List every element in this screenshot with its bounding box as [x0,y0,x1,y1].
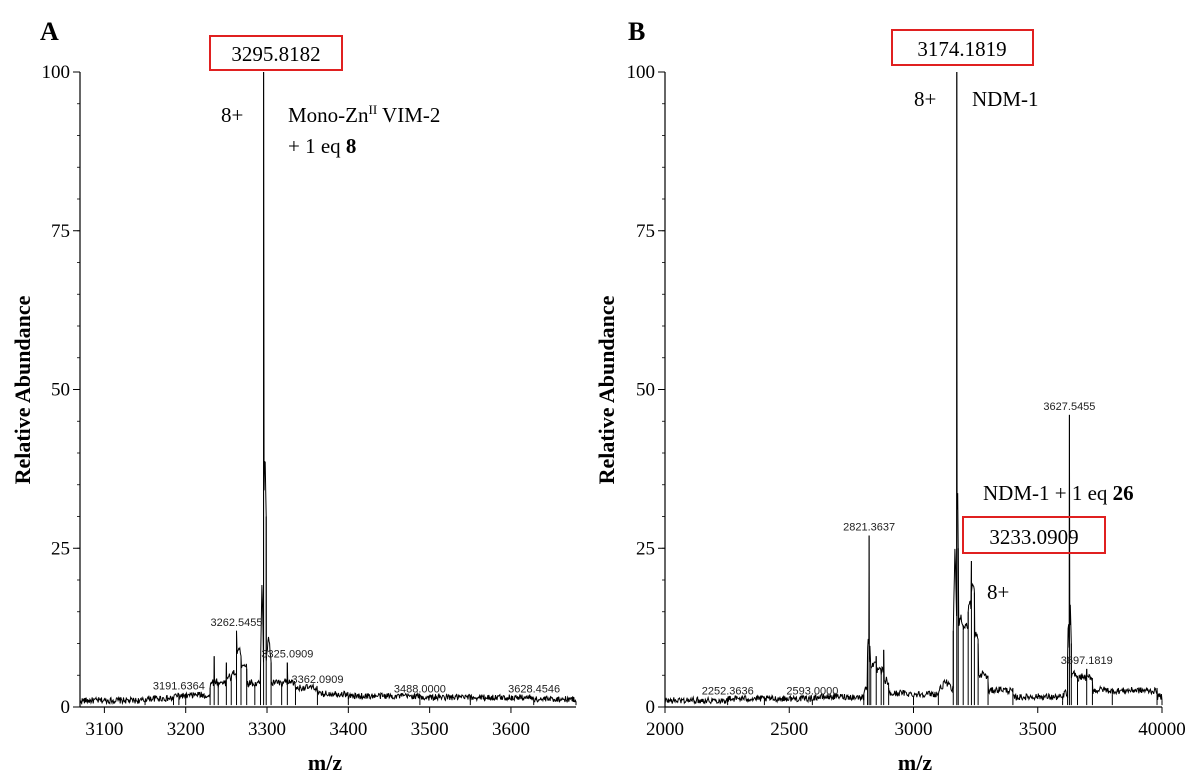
spectrum-line [79,71,577,706]
peak-label: 3362.0909 [292,674,344,686]
panel-b-charge-label-mid: 8+ [987,580,1009,604]
y-tick-label: 0 [61,697,71,718]
peak-label: 2593.0000 [786,685,838,697]
peak-label: 3627.5455 [1043,401,1095,413]
panel-a: A Relative Abundance m/z 0 25 50 75 100 3100 3… [10,17,577,775]
peak-label: 3697.1819 [1061,655,1113,667]
panel-a-axes: 0 25 50 75 100 3100 3200 3300 3400 3500 3600 [42,62,576,740]
x-tick-label: 2500 [770,719,808,740]
panel-b-boxed-peak-label-mid: 3233.0909 [989,525,1078,549]
panel-b-trace [664,71,1163,706]
peak-label: 2821.3637 [843,522,895,534]
y-tick-label: 50 [51,380,70,401]
panel-b-charge-label-top: 8+ [914,87,936,111]
peak-label: 3325.0909 [261,649,313,661]
peak-label: 3191.6364 [153,680,205,692]
panel-a-ylabel: Relative Abundance [10,295,35,484]
panel-b-boxed-peak-label-top: 3174.1819 [917,37,1006,61]
panel-b-letter: B [628,17,645,46]
y-tick-label: 25 [636,538,655,559]
panel-a-boxed-peak-frame [209,35,343,71]
y-tick-label: 0 [646,697,656,718]
panel-a-annotation-line1: Mono-ZnII VIM-2 [288,102,440,127]
peak-label: 3488.0000 [394,683,446,695]
panel-a-trace [79,71,577,706]
panel-a-annotation-suffix: VIM-2 [377,103,440,127]
x-tick-label: 3600 [492,719,530,740]
y-tick-label: 100 [627,62,656,83]
panel-b-annotation-mid-compound: 26 [1113,481,1134,505]
panel-a-annotation-prefix: Mono-Zn [288,103,369,127]
panel-b-boxed-peak-frame-mid [962,516,1106,554]
panel-b-peak-labels: 2252.3636 2593.0000 2821.3637 3627.5455 3697… [702,401,1113,697]
y-tick-label: 100 [42,62,71,83]
panel-a-annotation-compound: 8 [346,134,357,158]
peak-label: 3262.5455 [211,617,263,629]
panel-a-xlabel: m/z [308,750,342,775]
y-tick-label: 25 [51,538,70,559]
panel-a-boxed-peak-label: 3295.8182 [231,42,320,66]
x-tick-label: 3000 [895,719,933,740]
x-tick-label: 3500 [411,719,449,740]
panel-b-annotation-top: NDM-1 [972,87,1039,111]
y-tick-label: 75 [636,221,655,242]
peak-label: 2252.3636 [702,685,754,697]
panel-a-annotation-eq: + 1 eq [288,134,346,158]
x-tick-label: 2000 [646,719,684,740]
panel-b-boxed-peak-frame-top [891,29,1034,66]
panel-b-ylabel: Relative Abundance [594,295,619,484]
x-tick-label: 3300 [248,719,286,740]
x-tick-label: 3200 [167,719,205,740]
panel-a-charge-label: 8+ [221,103,243,127]
y-tick-label: 50 [636,380,655,401]
panel-b-annotation-mid: NDM-1 + 1 eq 26 [983,481,1134,505]
panel-a-letter: A [40,17,59,46]
x-tick-label: 3100 [85,719,123,740]
panel-a-peak-labels: 3191.6364 3262.5455 3325.0909 3362.0909 3488… [153,617,560,696]
panel-a-annotation-line2: + 1 eq 8 [288,134,356,158]
panel-b-annotation-mid-prefix: NDM-1 + 1 eq [983,481,1113,505]
panel-b-xlabel: m/z [898,750,932,775]
y-tick-label: 75 [51,221,70,242]
panel-b-axes: 0 25 50 75 100 2000 2500 3000 3500 40000 [627,62,1186,740]
x-tick-label: 3500 [1019,719,1057,740]
x-tick-label: 40000 [1138,719,1186,740]
panel-b: B Relative Abundance m/z 0 25 50 75 100 2000 2… [594,17,1186,775]
peak-label: 3628.4546 [508,683,560,695]
panel-a-annotation-sup: II [369,102,378,117]
x-tick-label: 3400 [329,719,367,740]
spectrum-line [664,71,1163,705]
